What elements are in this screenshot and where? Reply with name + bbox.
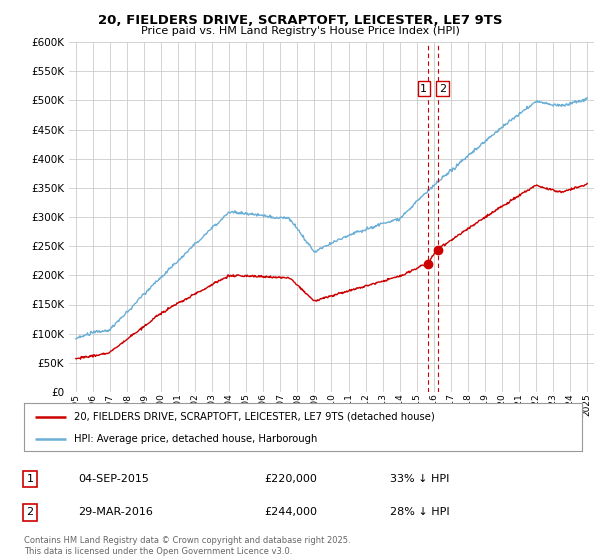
Text: 2: 2: [26, 507, 34, 517]
Text: 2: 2: [439, 83, 446, 94]
Text: 04-SEP-2015: 04-SEP-2015: [78, 474, 149, 484]
Text: 20, FIELDERS DRIVE, SCRAPTOFT, LEICESTER, LE7 9TS: 20, FIELDERS DRIVE, SCRAPTOFT, LEICESTER…: [98, 14, 502, 27]
Text: 1: 1: [26, 474, 34, 484]
Text: 20, FIELDERS DRIVE, SCRAPTOFT, LEICESTER, LE7 9TS (detached house): 20, FIELDERS DRIVE, SCRAPTOFT, LEICESTER…: [74, 412, 435, 422]
Text: 33% ↓ HPI: 33% ↓ HPI: [390, 474, 449, 484]
Text: £220,000: £220,000: [264, 474, 317, 484]
Text: £244,000: £244,000: [264, 507, 317, 517]
Text: 1: 1: [420, 83, 427, 94]
Text: Contains HM Land Registry data © Crown copyright and database right 2025.
This d: Contains HM Land Registry data © Crown c…: [24, 536, 350, 556]
Text: HPI: Average price, detached house, Harborough: HPI: Average price, detached house, Harb…: [74, 434, 317, 444]
Text: Price paid vs. HM Land Registry's House Price Index (HPI): Price paid vs. HM Land Registry's House …: [140, 26, 460, 36]
Text: 29-MAR-2016: 29-MAR-2016: [78, 507, 153, 517]
Text: 28% ↓ HPI: 28% ↓ HPI: [390, 507, 449, 517]
